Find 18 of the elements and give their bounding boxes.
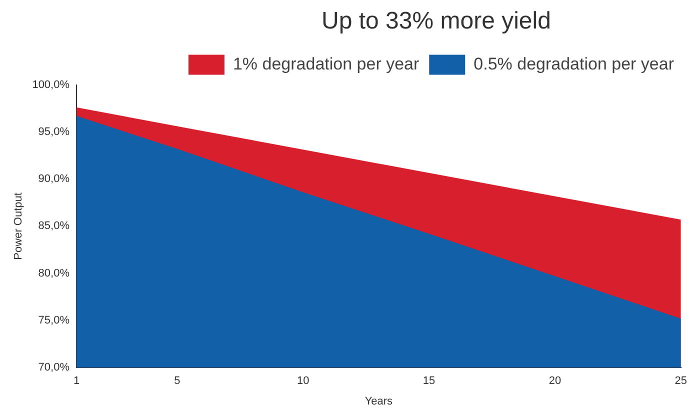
- legend-label: 1% degradation per year: [232, 54, 420, 74]
- y-tick-label: 80,0%: [38, 267, 70, 280]
- y-tick-label: 95,0%: [38, 126, 70, 138]
- y-tick-label: 70,0%: [38, 362, 70, 374]
- x-tick-label: 10: [297, 375, 310, 388]
- y-tick-label: 100,0%: [32, 78, 70, 91]
- legend-label: 0.5% degradation per year: [474, 54, 674, 74]
- x-tick-label: 5: [174, 375, 180, 388]
- legend-title: Up to 33% more yield: [322, 8, 551, 35]
- x-tick-label: 20: [548, 375, 562, 388]
- x-tick-label: 25: [674, 375, 688, 388]
- y-axis-title: Power Output: [12, 192, 25, 260]
- y-tick-label: 90,0%: [38, 173, 70, 186]
- y-tick-label: 85,0%: [38, 220, 70, 232]
- x-tick-label: 1: [73, 375, 80, 388]
- x-axis-title: Years: [364, 395, 394, 408]
- y-tick-label: 75,0%: [38, 314, 70, 326]
- x-tick-label: 15: [422, 375, 436, 388]
